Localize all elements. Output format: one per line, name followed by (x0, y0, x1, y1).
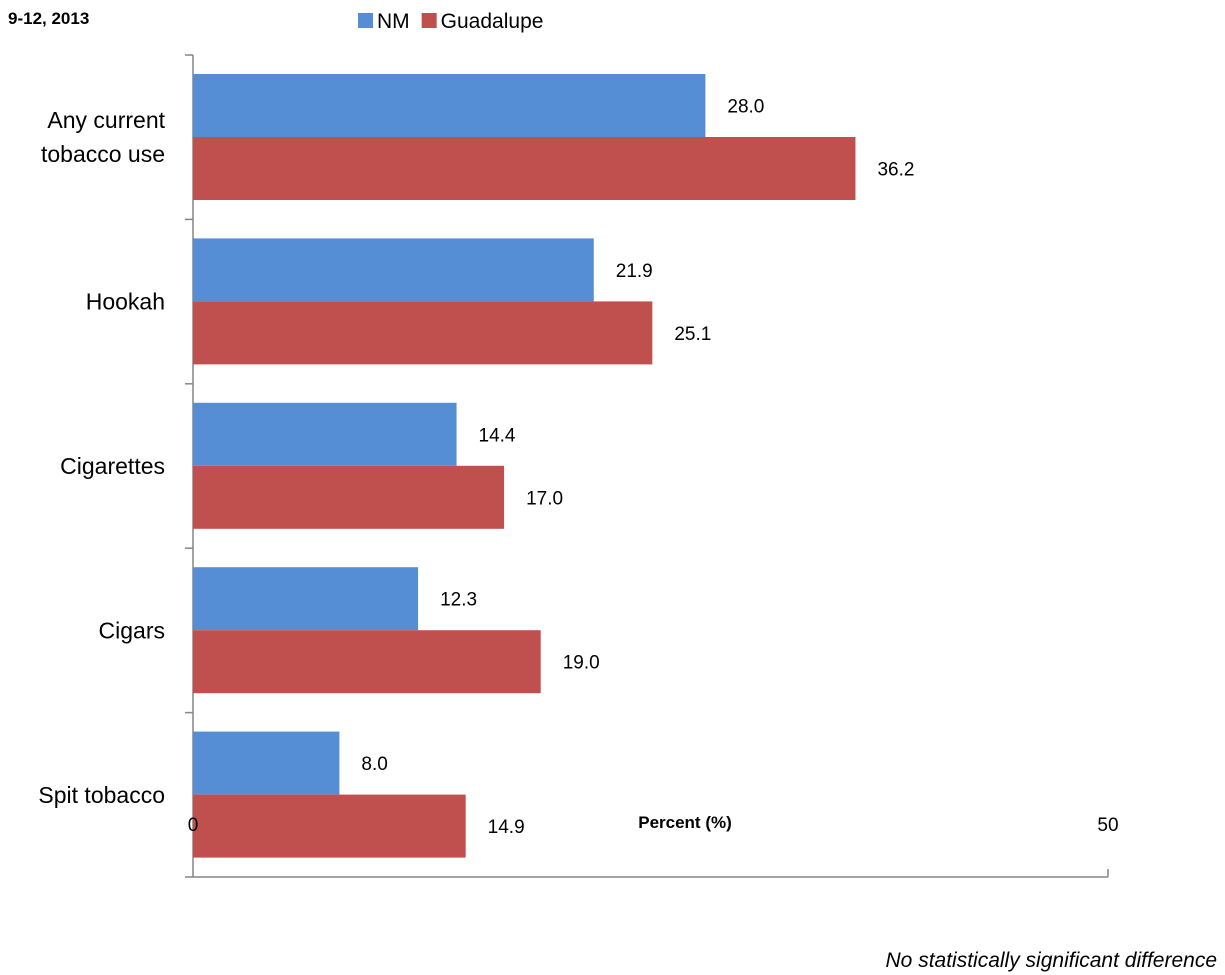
bar-guadalupe-1 (193, 137, 856, 200)
data-label: 21.9 (616, 261, 653, 282)
chart-subtitle: 9-12, 2013 (8, 9, 89, 28)
x-axis-title: Percent (%) (638, 813, 732, 832)
data-label: 8.0 (361, 754, 387, 775)
category-label: Any current tobacco use (41, 107, 166, 167)
category-label: Cigarettes (60, 453, 165, 479)
data-label: 14.4 (479, 425, 516, 446)
bars (193, 74, 856, 858)
x-tick-label: 50 (1097, 815, 1118, 836)
data-label: 14.9 (488, 817, 525, 838)
legend-label: NM (377, 10, 410, 33)
legend-label: Guadalupe (441, 10, 544, 33)
footnote: No statistically significant difference (886, 949, 1217, 972)
x-tick-label: 0 (188, 815, 199, 836)
data-label: 25.1 (674, 324, 711, 345)
bar-guadalupe-3 (193, 465, 505, 529)
data-label: 28.0 (727, 97, 764, 118)
category-label: Spit tobacco (38, 782, 165, 808)
category-label: Cigars (99, 617, 165, 643)
category-label: Hookah (86, 289, 165, 315)
bar-nm-3 (193, 402, 457, 466)
data-label: 12.3 (440, 590, 477, 611)
bar-nm-1 (193, 74, 706, 137)
tick-labels: 0 50 (188, 815, 1119, 836)
data-label: 17.0 (526, 488, 563, 509)
bar-guadalupe-4 (193, 630, 541, 694)
bar-nm-4 (193, 567, 419, 631)
legend: NM Guadalupe (358, 10, 543, 33)
data-label: 19.0 (563, 653, 600, 674)
bar-guadalupe-2 (193, 301, 653, 365)
category-labels: Any current tobacco use Hookah Cigarettes Ci… (38, 107, 165, 808)
legend-swatch (421, 13, 437, 28)
bar-nm-2 (193, 238, 594, 302)
bar-nm-5 (193, 731, 340, 795)
data-label: 36.2 (877, 160, 914, 181)
bar-guadalupe-5 (193, 794, 466, 858)
data-labels: 28.0 21.9 14.4 12.3 8.0 36.2 25.1 17.0 19.0 14.9 (361, 97, 914, 839)
legend-swatch (358, 13, 373, 28)
